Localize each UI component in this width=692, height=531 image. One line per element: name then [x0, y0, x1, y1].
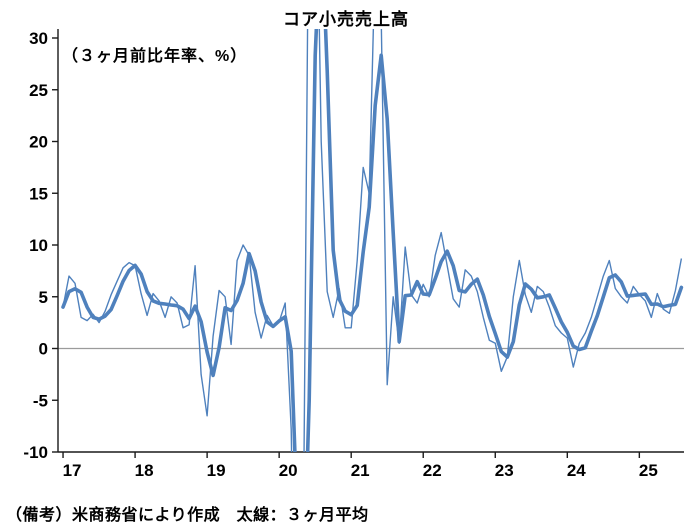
y-tick-label: 0 [39, 340, 48, 359]
x-tick-label: 18 [135, 461, 154, 480]
y-tick-label: -10 [23, 443, 48, 462]
x-tick-label: 20 [279, 461, 298, 480]
axis-unit-annotation: （３ヶ月前比年率、%） [62, 48, 248, 65]
three-month-average-line [61, 29, 684, 452]
x-tick-label: 22 [423, 461, 442, 480]
chart-title: コア小売売上高 [283, 10, 409, 29]
y-tick-label: -5 [33, 391, 48, 410]
y-tick-label: 25 [29, 81, 48, 100]
y-tick-label: 10 [29, 236, 48, 255]
x-axis-ticks: 17 18 19 20 21 22 23 24 25 [62, 452, 658, 480]
y-tick-label: 5 [39, 288, 48, 307]
x-tick-label: 21 [351, 461, 370, 480]
y-tick-label: 30 [29, 29, 48, 48]
x-tick-label: 24 [567, 461, 586, 480]
x-tick-label: 19 [207, 461, 226, 480]
x-tick-label: 23 [495, 461, 514, 480]
x-tick-label: 25 [639, 461, 658, 480]
x-tick-label: 17 [63, 461, 82, 480]
source-footnote: （備考）米商務省により作成 太線：３ヶ月平均 [6, 507, 369, 524]
y-tick-label: 15 [29, 184, 48, 203]
y-axis-ticks: -10 -5 0 5 10 15 20 25 30 [23, 29, 58, 462]
y-tick-label: 20 [29, 133, 48, 152]
